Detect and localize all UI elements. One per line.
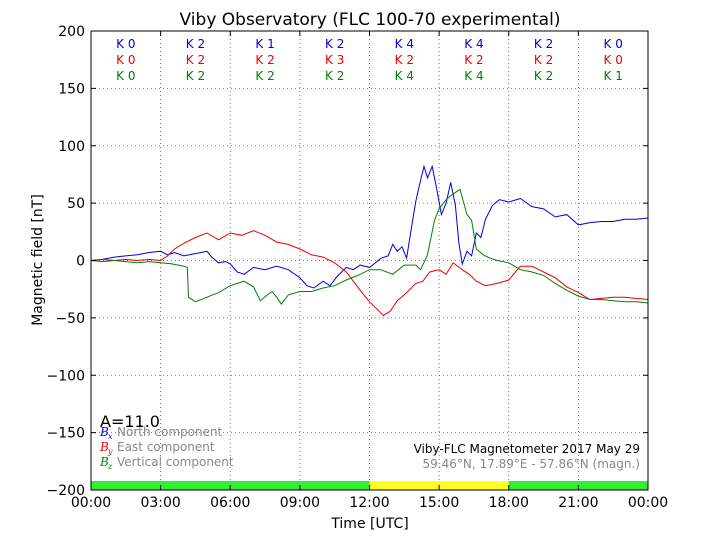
- legend-symbol-z: B: [99, 455, 109, 469]
- legend-text-z: Vertical component: [117, 455, 234, 469]
- k-index-value: K 1: [604, 69, 623, 83]
- x-tick-label: 15:00: [419, 495, 459, 511]
- series-lines: [90, 164, 649, 317]
- info-line-coordinates: 59.46°N, 17.89°E - 57.86°N (magn.): [423, 457, 640, 471]
- k-index-value: K 0: [116, 53, 135, 67]
- k-index-value: K 2: [534, 53, 553, 67]
- k-index-value: K 1: [255, 37, 274, 51]
- y-tick-label: −200: [47, 483, 85, 499]
- x-tick-label: 03:00: [140, 495, 180, 511]
- k-index-value: K 0: [604, 37, 623, 51]
- k-index-value: K 4: [464, 37, 483, 51]
- legend-symbol-y: B: [99, 440, 109, 454]
- k-index-value: K 2: [325, 69, 344, 83]
- k-index-value: K 4: [395, 69, 414, 83]
- k-index-value: K 2: [325, 37, 344, 51]
- x-tick-label: 00:00: [628, 495, 668, 511]
- k-index-value: K 0: [116, 69, 135, 83]
- info-line-instrument: Viby-FLC Magnetometer 2017 May 29: [414, 442, 640, 456]
- legend-text-y: East component: [117, 440, 215, 454]
- y-tick-label: −150: [47, 426, 85, 442]
- k-index-value: K 2: [534, 69, 553, 83]
- y-tick-label: 200: [58, 24, 85, 40]
- x-tick-label: 06:00: [210, 495, 250, 511]
- chart-title: Viby Observatory (FLC 100-70 experimenta…: [180, 10, 561, 30]
- x-axis-label: Time [UTC]: [330, 516, 408, 532]
- grid-lines: [91, 31, 648, 490]
- y-tick-label: 100: [58, 139, 85, 155]
- k-index-value: K 4: [464, 69, 483, 83]
- axis-ticks: 00:00 03:00 06:00 09:00 12:00 15:00 18:00 21:00…: [47, 24, 669, 511]
- legend-text-x: North component: [117, 425, 223, 439]
- x-tick-label: 18:00: [489, 495, 529, 511]
- y-axis-label: Magnetic field [nT]: [30, 194, 46, 326]
- k-index-value: K 2: [186, 37, 205, 51]
- k-index-value: K 2: [534, 37, 553, 51]
- series-line-vertical-component: [90, 188, 649, 305]
- x-tick-label: 00:00: [71, 495, 111, 511]
- k-index-value: K 2: [255, 53, 274, 67]
- k-index-value: K 2: [464, 53, 483, 67]
- legend-subscript-x: x: [108, 432, 113, 441]
- k-index-value: K 2: [186, 69, 205, 83]
- k-index-value: K 2: [186, 53, 205, 67]
- series-line-east-component: [90, 230, 649, 317]
- k-index-value: K 3: [325, 53, 344, 67]
- series-line-north-component: [90, 164, 649, 289]
- k-index-table: K 0 K 2 K 1 K 2 K 4 K 4 K 2 K 0 K 0 K 2 K 2 K 3 K 2 K…: [116, 37, 623, 83]
- x-tick-label: 12:00: [349, 495, 389, 511]
- legend-symbol-x: B: [99, 425, 109, 439]
- legend-subscript-y: y: [107, 447, 113, 456]
- k-index-value: K 2: [395, 53, 414, 67]
- a-index-label: A=11.0: [100, 412, 160, 431]
- x-tick-label: 09:00: [280, 495, 320, 511]
- x-tick-label: 21:00: [558, 495, 598, 511]
- legend-subscript-z: z: [107, 462, 113, 471]
- y-tick-label: −100: [47, 368, 85, 384]
- k-index-value: K 0: [604, 53, 623, 67]
- y-tick-label: 50: [67, 196, 85, 212]
- y-tick-label: 150: [58, 81, 85, 97]
- k-index-value: K 0: [116, 37, 135, 51]
- y-tick-label: −50: [55, 311, 85, 327]
- y-tick-label: 0: [76, 254, 85, 270]
- k-index-value: K 4: [395, 37, 414, 51]
- k-index-value: K 2: [255, 69, 274, 83]
